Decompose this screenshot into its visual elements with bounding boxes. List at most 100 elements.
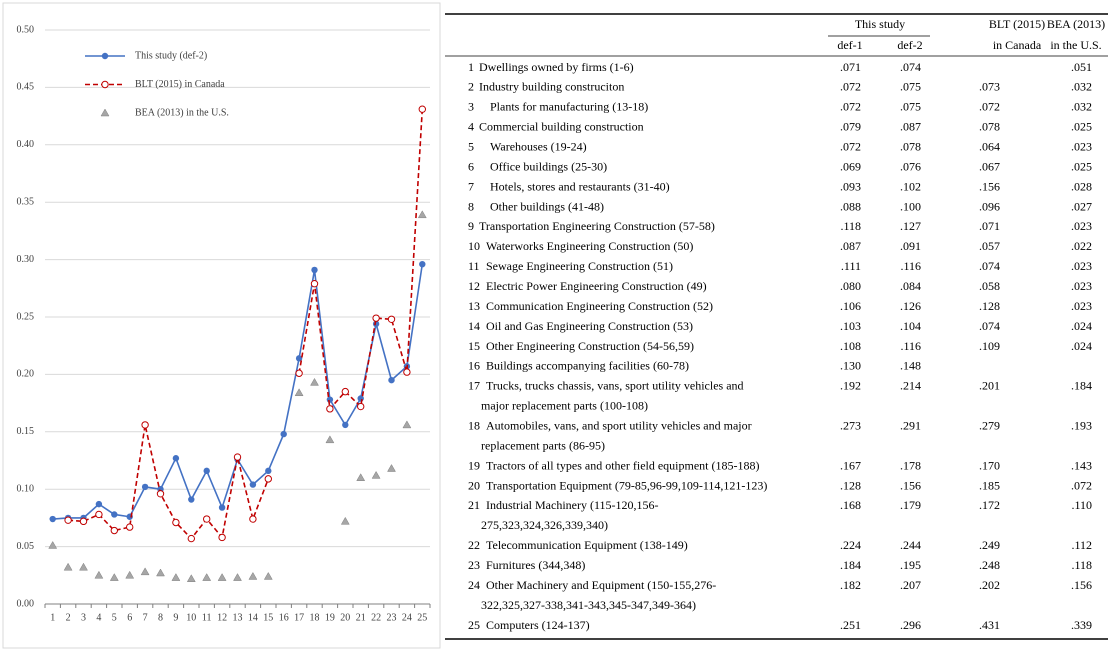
point: [187, 534, 196, 543]
point: [218, 533, 226, 542]
point: [372, 320, 380, 328]
cell: .116: [900, 259, 921, 273]
x-tick-label: 16: [279, 612, 289, 623]
point: [280, 430, 287, 438]
cell: .080: [840, 279, 861, 293]
cell: .022: [1071, 239, 1092, 253]
point: [310, 377, 319, 386]
row-label: major replacement parts (100-108): [481, 399, 648, 413]
row-number: 25: [468, 618, 480, 632]
point: [326, 396, 334, 403]
cell: .023: [1071, 279, 1092, 293]
column-header: in the U.S.: [1050, 38, 1101, 52]
cell: .112: [1071, 538, 1092, 552]
row-number: 21: [468, 498, 480, 512]
point: [311, 266, 318, 274]
row-label: Dwellings owned by firms (1-6): [479, 60, 634, 74]
cell: .118: [1071, 558, 1092, 572]
row-number: 16: [468, 359, 480, 373]
column-header: def-1: [837, 38, 862, 52]
point: [188, 496, 195, 503]
cell: .202: [979, 578, 1000, 592]
cell: .067: [979, 159, 1000, 173]
cell: .130: [840, 359, 861, 373]
point: [141, 483, 149, 491]
cell: .091: [900, 239, 921, 253]
x-tick-label: 10: [186, 612, 196, 623]
point: [342, 421, 349, 429]
cell: .201: [979, 379, 1000, 393]
y-tick-label: 0.15: [17, 426, 35, 437]
cell: .102: [900, 179, 921, 193]
cell: .087: [900, 120, 921, 134]
point: [100, 108, 110, 117]
x-tick-label: 19: [325, 612, 335, 623]
cell: .108: [840, 339, 861, 353]
cell: .172: [979, 498, 1000, 512]
point: [110, 526, 119, 535]
cell: .023: [1071, 219, 1092, 233]
cell: .195: [900, 558, 921, 572]
row-label: Buildings accompanying facilities (60-78…: [486, 359, 689, 373]
cell: .111: [841, 259, 861, 273]
row-label: Other buildings (41-48): [490, 199, 604, 213]
cell: .093: [840, 179, 861, 193]
point: [79, 517, 88, 526]
cell: .069: [840, 159, 861, 173]
x-tick-label: 1: [50, 612, 55, 623]
y-tick-label: 0.50: [17, 24, 35, 35]
cell: .126: [900, 299, 921, 313]
cell: .128: [840, 478, 861, 492]
cell: .087: [840, 239, 861, 253]
row-number: 9: [468, 219, 474, 233]
row-number: 4: [468, 120, 474, 134]
legend-label: BEA (2013) in the U.S.: [135, 107, 229, 118]
cell: .193: [1071, 418, 1092, 432]
point: [49, 515, 56, 523]
cell: .148: [900, 359, 921, 373]
cell: .168: [840, 498, 861, 512]
cell: .116: [900, 339, 921, 353]
cell: .100: [900, 199, 921, 213]
row-number: 3: [468, 100, 474, 114]
cell: .118: [840, 219, 861, 233]
x-tick-label: 12: [217, 612, 227, 623]
legend-label: This study (def-2): [135, 50, 207, 61]
y-tick-label: 0.40: [17, 139, 35, 150]
cell: .058: [979, 279, 1000, 293]
x-tick-label: 4: [96, 612, 101, 623]
cell: .273: [840, 418, 861, 432]
x-tick-label: 24: [402, 612, 412, 623]
point: [63, 562, 73, 571]
x-tick-label: 23: [387, 612, 397, 623]
point: [202, 573, 212, 581]
row-label: Hotels, stores and restaurants (31-40): [490, 179, 670, 193]
cell: .074: [979, 259, 1000, 273]
point: [357, 402, 365, 411]
row-label: Other Machinery and Equipment (150-155,2…: [486, 578, 716, 592]
row-number: 2: [468, 80, 474, 94]
cell: .071: [979, 219, 1000, 233]
x-tick-label: 17: [294, 612, 304, 623]
y-tick-label: 0.25: [17, 311, 35, 322]
point: [340, 516, 350, 525]
cell: .074: [979, 319, 1000, 333]
point: [387, 315, 396, 323]
point: [371, 470, 381, 479]
row-number: 1: [468, 60, 474, 74]
column-header: BEA (2013): [1047, 17, 1105, 31]
x-tick-label: 11: [202, 612, 212, 623]
point: [372, 314, 380, 322]
point: [95, 510, 103, 519]
cell: .431: [979, 618, 1000, 632]
cell: .024: [1071, 319, 1092, 333]
row-label: 275,323,324,326,339,340): [481, 518, 608, 532]
row-label: Electric Power Engineering Construction …: [486, 279, 707, 293]
point: [265, 467, 272, 475]
point: [172, 518, 180, 527]
cell: .073: [979, 80, 1000, 94]
point: [356, 473, 366, 481]
point: [387, 464, 396, 472]
cell: .156: [900, 478, 921, 492]
